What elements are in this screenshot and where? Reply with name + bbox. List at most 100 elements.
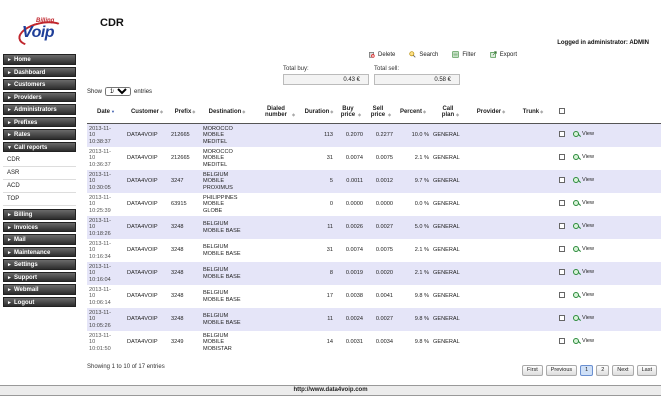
view-button[interactable]: View (573, 130, 594, 138)
row-checkbox[interactable] (559, 223, 565, 230)
col-customer[interactable]: Customer◆ (125, 101, 169, 124)
col-provider[interactable]: Provider◆ (469, 101, 513, 124)
sidebar-item-dashboard[interactable]: ► Dashboard (3, 66, 76, 77)
view-button[interactable]: View (573, 176, 594, 184)
sort-icon: ◆ (455, 112, 460, 117)
cell-trunk (513, 331, 553, 354)
sidebar-item-label: Administrators (14, 107, 57, 113)
col-call-plan[interactable]: Call plan ◆ (431, 101, 469, 124)
cell-destination: MOROCCO MOBILE MEDITEL (201, 147, 253, 170)
row-checkbox[interactable] (559, 200, 565, 207)
select-all-checkbox[interactable] (559, 108, 565, 114)
cell-dialed (253, 239, 303, 262)
sidebar-item-billing[interactable]: ► Billing (3, 209, 76, 220)
sidebar-item-logout[interactable]: ► Logout (3, 296, 76, 307)
cell-select (553, 193, 571, 216)
sidebar-item-webmail[interactable]: ► Webmail (3, 284, 76, 295)
sidebar-item-label: Logout (14, 299, 35, 306)
row-checkbox[interactable] (559, 246, 565, 253)
chevron-right-icon: ► (7, 237, 12, 243)
row-checkbox[interactable] (559, 292, 565, 299)
sidebar-item-settings[interactable]: ► Settings (3, 259, 76, 270)
search-button[interactable]: Search (409, 51, 438, 58)
col-destination[interactable]: Destination◆ (201, 101, 253, 124)
chevron-right-icon: ► (7, 82, 12, 88)
row-checkbox[interactable] (559, 315, 565, 322)
col-percent[interactable]: Percent◆ (395, 101, 431, 124)
view-button[interactable]: View (573, 153, 595, 161)
view-button[interactable]: View (573, 291, 594, 299)
page-2-button[interactable]: 2 (596, 365, 610, 376)
view-button[interactable]: View (573, 268, 594, 276)
cell-select (553, 216, 571, 239)
entries-per-page-select[interactable]: 10 (105, 87, 132, 96)
sidebar-item-administrators[interactable]: ► Administrators (3, 104, 76, 115)
col-buy-price[interactable]: Buy price ◆ (335, 101, 365, 124)
page-1-button[interactable]: 1 (580, 365, 594, 376)
col-actions (571, 101, 661, 124)
delete-button[interactable]: Delete (368, 51, 395, 58)
cell-destination: BELGIUM MOBILE PROXIMUS (201, 170, 253, 193)
row-checkbox[interactable] (559, 154, 565, 161)
cell-trunk (513, 123, 553, 147)
search-icon (409, 51, 416, 58)
sort-icon: ◆ (357, 112, 362, 117)
view-button[interactable]: View (573, 245, 594, 253)
view-label: View (582, 154, 595, 161)
cell-percent: 9.8 % (395, 331, 431, 354)
col-prefix[interactable]: Prefix◆ (169, 101, 201, 124)
page-next-button[interactable]: Next (612, 365, 634, 376)
page-previous-button[interactable]: Previous (545, 365, 578, 376)
row-checkbox[interactable] (559, 269, 565, 276)
col-duration[interactable]: Duration◆ (303, 101, 335, 124)
sidebar-item-mail[interactable]: ► Mail (3, 234, 76, 245)
cell-percent: 2.1 % (395, 239, 431, 262)
view-button[interactable]: View (573, 337, 594, 345)
cell-view: View (571, 308, 661, 331)
sort-icon: ◆ (502, 109, 506, 114)
cell-date: 2013-11- 10 10:16:34 (87, 239, 125, 262)
sidebar-item-call-reports[interactable]: ▼ Call reports (3, 141, 76, 152)
sidebar-item-customers[interactable]: ► Customers (3, 79, 76, 90)
sidebar-subitem-top[interactable]: TOP (3, 193, 76, 206)
page-first-button[interactable]: First (522, 365, 543, 376)
page-last-button[interactable]: Last (636, 365, 657, 376)
sidebar-item-support[interactable]: ► Support (3, 271, 76, 282)
row-checkbox[interactable] (559, 131, 565, 138)
col-destination-label: Destination (208, 109, 242, 115)
sidebar-item-prefixes[interactable]: ► Prefixes (3, 116, 76, 127)
view-button[interactable]: View (573, 222, 594, 230)
sidebar-subitem-asr[interactable]: ASR (3, 167, 76, 180)
cell-trunk (513, 147, 553, 170)
sidebar-item-maintenance[interactable]: ► Maintenance (3, 246, 76, 257)
row-checkbox[interactable] (559, 338, 565, 345)
cell-buy: 0.0000 (335, 193, 365, 216)
table-header-row: Date▼ Customer◆ Prefix◆ Destination◆ Dia… (87, 101, 661, 124)
filter-button[interactable]: Filter (452, 51, 476, 58)
cell-trunk (513, 262, 553, 285)
export-icon (490, 51, 497, 58)
cell-dialed (253, 123, 303, 147)
col-date[interactable]: Date▼ (87, 101, 125, 124)
cell-date: 2013-11- 10 10:30:05 (87, 170, 125, 193)
chevron-right-icon: ► (7, 212, 12, 218)
cell-select (553, 331, 571, 354)
cell-plan: GENERAL (431, 308, 469, 331)
pagination: First Previous 1 2 Next Last (522, 365, 657, 376)
sidebar-item-providers[interactable]: ► Providers (3, 91, 76, 102)
sidebar-subitem-acd[interactable]: ACD (3, 180, 76, 193)
export-button[interactable]: Export (490, 51, 517, 58)
col-trunk[interactable]: Trunk◆ (513, 101, 553, 124)
col-dialed-number[interactable]: Dialed number ◆ (253, 101, 303, 124)
sidebar-item-home[interactable]: ► Home (3, 54, 76, 65)
view-button[interactable]: View (573, 199, 594, 207)
sidebar-item-invoices[interactable]: ► Invoices (3, 221, 76, 232)
view-button[interactable]: View (573, 314, 594, 322)
cell-buy: 0.0011 (335, 170, 365, 193)
col-sell-price[interactable]: Sell price ◆ (365, 101, 395, 124)
sidebar-subitem-cdr[interactable]: CDR (3, 154, 76, 167)
cell-select (553, 147, 571, 170)
sidebar-item-rates[interactable]: ► Rates (3, 129, 76, 140)
sort-icon: ◆ (242, 109, 246, 114)
row-checkbox[interactable] (559, 177, 565, 184)
